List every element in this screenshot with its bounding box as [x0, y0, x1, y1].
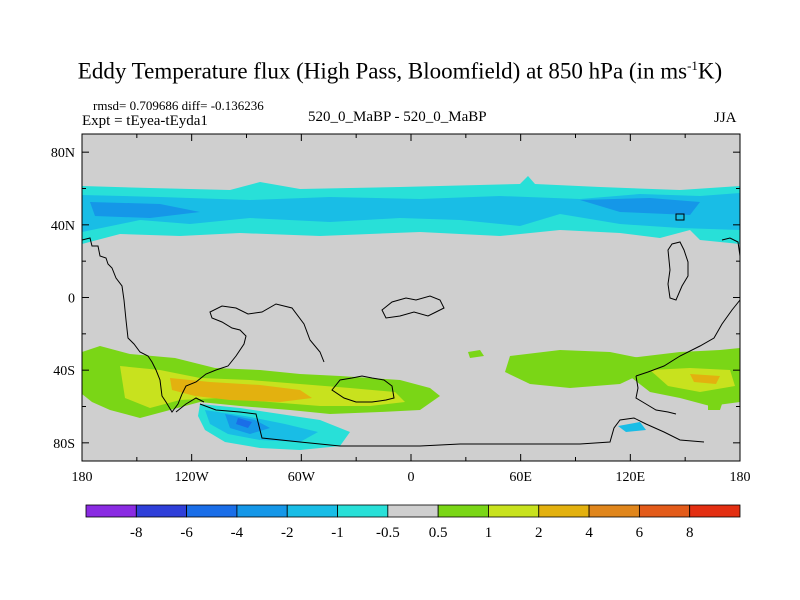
- colorbar: -8 -6 -4 -2 -1 -0.5 0.5 1 2 4 6 8: [85, 504, 741, 541]
- y-tick-label: 40S: [53, 364, 75, 379]
- colorbar-label: 0.5: [429, 525, 448, 541]
- stats-label: rmsd= 0.709686 diff= -0.136236: [93, 98, 264, 113]
- south-band-orange: [170, 378, 312, 402]
- coastlines: [82, 213, 740, 447]
- y-tick-label: 0: [68, 292, 75, 307]
- y-tick-label: 80S: [53, 437, 75, 452]
- background-field: [82, 134, 740, 461]
- x-tick-label: 120W: [175, 470, 210, 485]
- season-label: JJA: [714, 110, 737, 126]
- colorbar-swatch: [85, 504, 137, 518]
- figure-title: Eddy Temperature flux (High Pass, Bloomf…: [0, 58, 800, 85]
- colorbar-swatch: [337, 504, 389, 518]
- coastline-antarctic-peninsula: [175, 397, 205, 413]
- colorbar-swatch: [538, 504, 590, 518]
- axes: 180 120W 60W 0 60E 120E 180 80N 40N 0 40S 80S: [51, 134, 751, 485]
- colorbar-swatch: [638, 504, 691, 518]
- pacific-positive-yellow: [650, 368, 735, 392]
- y-tick-label: 80N: [51, 146, 75, 161]
- title-tail: K): [697, 58, 723, 84]
- north-band-dark-1: [90, 202, 200, 218]
- pacific-positive-orange: [690, 374, 720, 384]
- colorbar-label: 4: [585, 525, 593, 541]
- coastline-new-guinea: [667, 241, 689, 301]
- coastline-antarctica: [199, 403, 705, 447]
- coastline-australia: [635, 299, 740, 377]
- x-tick-label: 0: [408, 470, 415, 485]
- colorbar-swatch: [689, 504, 741, 518]
- small-positive-patch: [708, 404, 722, 410]
- colorbar-swatch: [236, 504, 288, 518]
- experiment-label: Expt = tEyea-tEyda1: [82, 113, 208, 129]
- colorbar-label: -0.5: [376, 525, 400, 541]
- colorbar-label: 6: [636, 525, 644, 541]
- colorbar-label: 1: [485, 525, 493, 541]
- north-band-core: [82, 193, 740, 232]
- colorbar-swatch: [135, 504, 188, 518]
- north-band-dark-2: [580, 198, 700, 215]
- x-tick-label: 60E: [509, 470, 532, 485]
- coastline-south-america-east: [181, 303, 325, 395]
- x-tick-label: 180: [72, 470, 93, 485]
- x-tick-label: 120E: [616, 470, 646, 485]
- contour-fills: [82, 176, 740, 450]
- colorbar-label: -8: [130, 525, 143, 541]
- x-tick-label: 60W: [288, 470, 316, 485]
- colorbar-swatch: [488, 504, 540, 518]
- x-tick-label: 180: [730, 470, 751, 485]
- colorbar-label: 8: [686, 525, 694, 541]
- indian-ocean-small: [468, 350, 484, 358]
- coastline-africa: [381, 295, 445, 319]
- colorbar-label: -2: [281, 525, 294, 541]
- title-superscript: -1: [687, 58, 698, 73]
- coastline-americas-west: [82, 237, 183, 413]
- case-label: 520_0_MaBP - 520_0_MaBP: [308, 109, 487, 125]
- antarctic-negative-strong: [236, 418, 252, 428]
- small-negative-patch: [618, 422, 646, 432]
- colorbar-swatch: [387, 504, 439, 518]
- colorbar-swatch: [286, 504, 338, 518]
- coastline-small-island: [675, 213, 685, 221]
- y-tick-label: 40N: [51, 219, 75, 234]
- colorbar-label: -4: [231, 525, 244, 541]
- title-text: Eddy Temperature flux (High Pass, Bloomf…: [77, 58, 688, 84]
- coastline-southern-africa: [331, 375, 395, 403]
- colorbar-label: 2: [535, 525, 543, 541]
- indian-ocean-positive: [505, 350, 650, 388]
- colorbar-swatch: [186, 504, 238, 518]
- colorbar-swatch: [437, 504, 489, 518]
- coastline-pacific-islands: [721, 237, 740, 257]
- colorbar-label: -1: [331, 525, 344, 541]
- coastline-australia-south: [635, 375, 677, 415]
- colorbar-label: -6: [180, 525, 193, 541]
- colorbar-swatch: [588, 504, 640, 518]
